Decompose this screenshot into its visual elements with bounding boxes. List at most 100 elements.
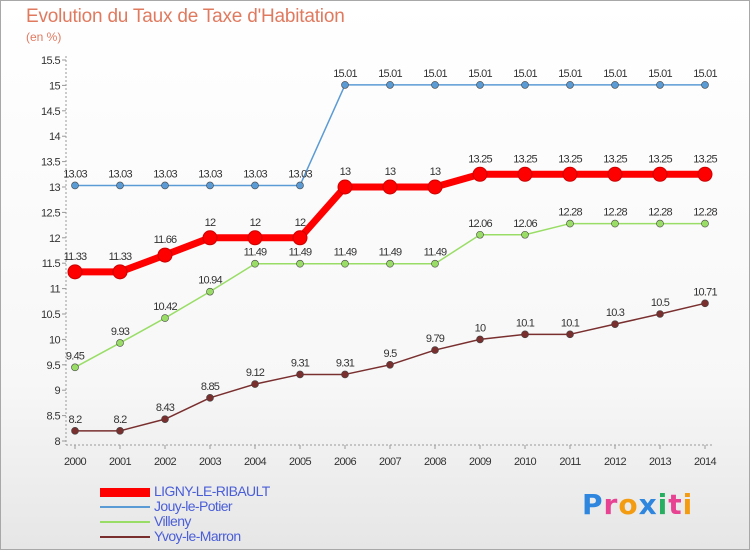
data-label: 13.25 — [468, 153, 492, 165]
data-point — [157, 247, 173, 263]
data-point — [386, 360, 394, 369]
data-point — [116, 427, 124, 435]
data-label: 10.1 — [516, 317, 535, 329]
legend-swatch — [100, 521, 150, 523]
x-tick-label: 2009 — [469, 456, 492, 468]
data-label: 11.49 — [334, 247, 357, 259]
data-point — [161, 314, 169, 322]
data-point — [431, 259, 439, 268]
x-tick-label: 2000 — [64, 456, 87, 468]
data-point — [521, 330, 529, 339]
logo-letter: t — [668, 488, 683, 521]
data-label: 12.28 — [648, 207, 672, 219]
data-label: 15.01 — [513, 68, 537, 80]
data-label: 10.71 — [693, 286, 717, 298]
legend-swatch — [100, 506, 150, 508]
data-label: 13.03 — [243, 168, 267, 180]
data-label: 15.01 — [378, 68, 402, 80]
chart-value-labels: 11.33 11.33 11.66 12 12 12 13 13 13 13.25 13.25 13.… — [63, 68, 718, 426]
data-point — [701, 299, 709, 308]
data-label: 11.49 — [244, 247, 267, 259]
logo-letter: o — [618, 488, 639, 521]
data-label: 15.01 — [603, 68, 627, 80]
data-label: 15.01 — [648, 68, 672, 80]
data-point — [251, 259, 259, 268]
data-point — [247, 230, 263, 246]
y-tick-label: 12 — [49, 233, 61, 245]
data-label: 8.43 — [156, 402, 175, 414]
data-label: 13.03 — [63, 168, 87, 180]
data-label: 13 — [340, 166, 351, 178]
data-label: 15.01 — [468, 68, 492, 80]
data-point — [116, 339, 124, 347]
legend-label: Yvoy-le-Marron — [154, 528, 241, 544]
data-label: 8.2 — [69, 414, 83, 426]
data-point — [382, 179, 398, 195]
data-label: 13.25 — [558, 153, 582, 165]
data-point — [71, 427, 79, 435]
data-point — [251, 181, 259, 190]
data-label: 9.5 — [384, 348, 398, 360]
y-tick-label: 8.5 — [47, 411, 61, 423]
data-label: 13.03 — [108, 168, 132, 180]
data-label: 9.45 — [66, 350, 85, 362]
logo-letter: i — [682, 488, 694, 521]
data-point — [341, 259, 349, 268]
logo-letter: x — [638, 488, 658, 521]
y-tick-label: 13 — [49, 182, 61, 194]
data-point — [116, 181, 124, 190]
data-point — [566, 81, 574, 89]
data-point — [71, 363, 79, 372]
data-point — [386, 81, 394, 89]
y-tick-label: 9.5 — [47, 360, 61, 372]
x-tick-label: 2007 — [379, 456, 402, 468]
data-label: 11.49 — [424, 247, 447, 259]
data-label: 12.28 — [693, 207, 717, 219]
data-point — [521, 81, 529, 89]
x-tick-label: 2008 — [424, 456, 447, 468]
data-label: 9.79 — [426, 333, 445, 345]
chart-axes: 8 8.5 9 9.5 10 10.5 11 11.5 12 12.5 13 13.5 14 14.5 15… — [41, 55, 717, 468]
legend-label: Jouy-le-Potier — [154, 498, 233, 514]
data-point — [202, 230, 218, 246]
data-point — [292, 230, 308, 246]
data-point — [296, 181, 304, 190]
data-point — [607, 166, 623, 182]
data-label: 9.12 — [246, 367, 265, 379]
x-tick-label: 2004 — [244, 456, 267, 468]
data-point — [476, 335, 484, 344]
data-label: 12.06 — [513, 218, 537, 230]
data-point — [427, 179, 443, 195]
data-point — [562, 166, 578, 182]
data-label: 11.49 — [289, 247, 312, 259]
data-point — [206, 287, 214, 296]
data-label: 10.42 — [153, 301, 177, 313]
data-label: 10.1 — [561, 317, 580, 329]
legend-label: LIGNY-LE-RIBAULT — [154, 483, 270, 499]
data-label: 13.25 — [693, 153, 717, 165]
data-point — [161, 415, 169, 423]
data-label: 9.93 — [111, 326, 130, 338]
y-tick-label: 13.5 — [41, 157, 60, 169]
x-tick-label: 2001 — [109, 456, 132, 468]
data-label: 11.33 — [109, 251, 132, 263]
legend-label: Villeny — [154, 513, 191, 529]
chart-title: Evolution du Taux de Taxe d'Habitation — [26, 6, 345, 27]
x-tick-label: 2005 — [289, 456, 312, 468]
data-label: 13.03 — [198, 168, 222, 180]
data-point — [652, 166, 668, 182]
data-point — [566, 330, 574, 339]
data-label: 11.49 — [379, 247, 402, 259]
data-label: 9.31 — [336, 357, 355, 369]
data-point — [431, 346, 439, 354]
data-label: 13.25 — [513, 153, 537, 165]
data-label: 15.01 — [693, 68, 717, 80]
x-tick-label: 2012 — [604, 456, 627, 468]
logo-letter: P — [582, 488, 604, 521]
x-tick-label: 2003 — [199, 456, 222, 468]
data-point — [431, 81, 439, 89]
y-tick-label: 10 — [49, 334, 61, 346]
data-label: 13.03 — [288, 168, 312, 180]
data-point — [697, 166, 713, 182]
